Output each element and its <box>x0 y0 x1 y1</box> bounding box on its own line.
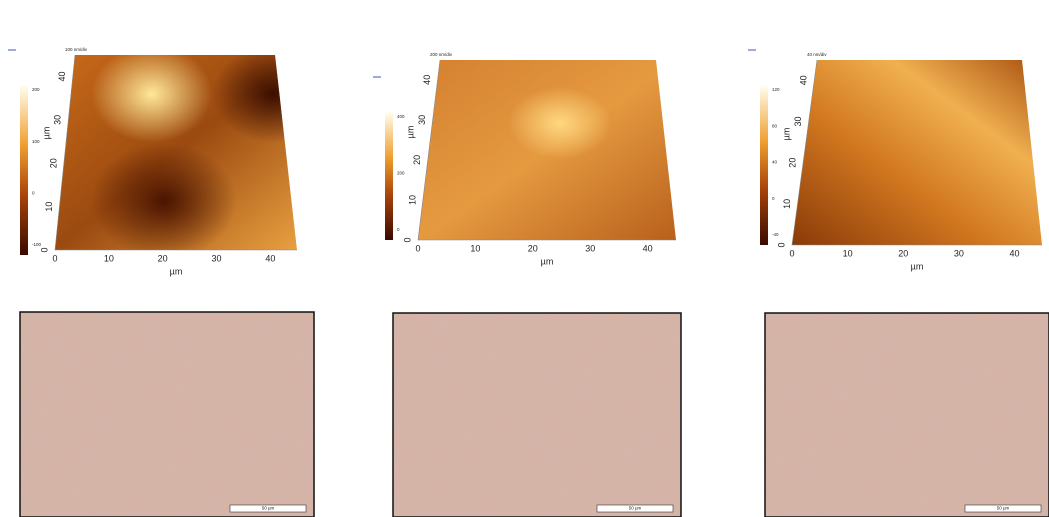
micrograph-texture <box>20 312 314 517</box>
colorbar-tick-label: 200 <box>397 171 405 176</box>
scale-bar-label: 50 µm <box>997 506 1010 511</box>
y-tick-label: 40 <box>799 75 809 85</box>
x-tick-label: 40 <box>265 253 275 263</box>
x-tick-label: 0 <box>52 253 57 263</box>
colorbar-tick-label: -40 <box>772 232 779 237</box>
colorbar-tick-label: 0 <box>397 227 400 232</box>
colorbar-tick-label: 120 <box>772 87 780 92</box>
x-tick-label: 10 <box>470 243 480 253</box>
x-tick-label: 30 <box>585 243 595 253</box>
x-tick-label: 20 <box>528 243 538 253</box>
colorbar-tick-label: 400 <box>397 114 405 119</box>
y-tick-label: 20 <box>412 155 422 165</box>
colorbar-tick-label: 40 <box>772 160 778 165</box>
y-tick-label: 30 <box>417 115 427 125</box>
x-tick-label: 20 <box>158 253 168 263</box>
y-tick-label: 40 <box>422 75 432 85</box>
afm-surface <box>792 60 1042 245</box>
colorbar <box>20 85 28 255</box>
y-tick-label: 20 <box>48 158 58 168</box>
colorbar-tick-label: -100 <box>32 242 42 247</box>
y-tick-label: 20 <box>788 158 798 168</box>
y-tick-label: 0 <box>776 242 786 247</box>
micrograph-texture <box>393 313 681 517</box>
y-axis-label: µm <box>41 127 51 140</box>
y-tick-label: 10 <box>407 195 417 205</box>
x-tick-label: 10 <box>104 253 114 263</box>
x-tick-label: 40 <box>643 243 653 253</box>
micrograph-texture <box>765 313 1049 517</box>
colorbar-tick-label: 100 <box>32 139 40 144</box>
afm-surface <box>55 55 297 250</box>
scale-label: 200 nm/div <box>430 52 453 57</box>
x-axis-label: µm <box>170 266 183 276</box>
y-tick-label: 0 <box>39 247 49 252</box>
x-axis-label: µm <box>911 261 924 271</box>
x-tick-label: 40 <box>1009 248 1019 258</box>
x-tick-label: 20 <box>898 248 908 258</box>
y-axis-label: µm <box>781 128 791 141</box>
scale-bar-label: 50 µm <box>629 506 642 511</box>
x-tick-label: 0 <box>789 248 794 258</box>
colorbar <box>760 85 768 245</box>
x-tick-label: 0 <box>415 243 420 253</box>
scale-label: 100 nm/div <box>65 47 88 52</box>
scale-bar-label: 50 µm <box>262 506 275 511</box>
scale-label: 40 nm/div <box>807 52 827 57</box>
y-tick-label: 10 <box>782 199 792 209</box>
x-axis-label: µm <box>541 256 554 266</box>
colorbar <box>385 112 393 240</box>
colorbar-tick-label: 80 <box>772 123 778 128</box>
figure: 100 nm/div010203040µm010203040µm2001000-… <box>0 0 1049 517</box>
colorbar-tick-label: 200 <box>32 87 40 92</box>
y-tick-label: 0 <box>402 237 412 242</box>
colorbar-tick-label: 0 <box>772 196 775 201</box>
y-tick-label: 30 <box>793 117 803 127</box>
afm-surface <box>418 60 676 240</box>
y-axis-label: µm <box>406 126 416 139</box>
x-tick-label: 10 <box>843 248 853 258</box>
y-tick-label: 40 <box>57 71 67 81</box>
colorbar-tick-label: 0 <box>32 191 35 196</box>
y-tick-label: 30 <box>53 115 63 125</box>
x-tick-label: 30 <box>212 253 222 263</box>
x-tick-label: 30 <box>954 248 964 258</box>
y-tick-label: 10 <box>44 202 54 212</box>
